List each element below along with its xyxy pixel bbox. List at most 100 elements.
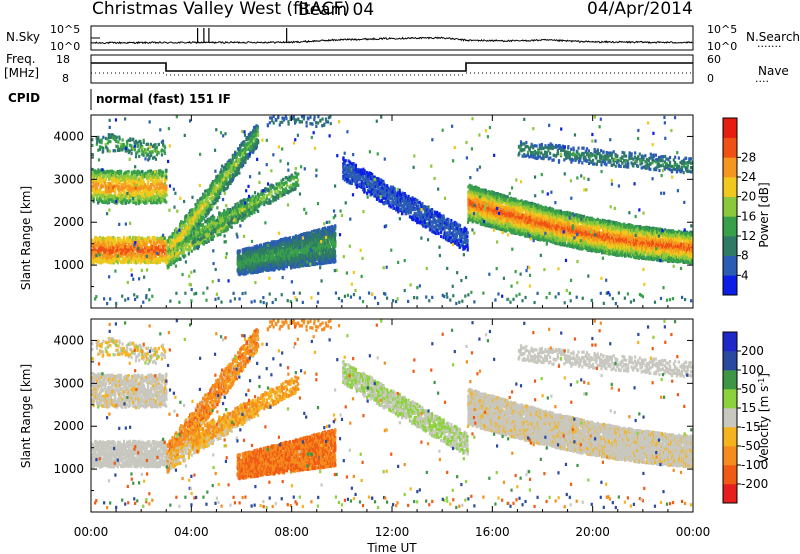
power-cell xyxy=(158,237,162,241)
power-cell xyxy=(256,132,260,136)
power-cell xyxy=(95,251,98,255)
power-cell xyxy=(106,242,109,246)
power-cell xyxy=(144,157,147,161)
power-cell xyxy=(195,204,198,208)
power-cell xyxy=(258,202,261,206)
power-cell xyxy=(134,139,138,143)
power-cell xyxy=(158,245,162,249)
power-cell xyxy=(101,193,105,197)
power-cell xyxy=(240,165,243,169)
power-cell xyxy=(256,139,259,143)
power-cell xyxy=(289,189,292,193)
power-cell xyxy=(133,176,136,180)
power-cell xyxy=(118,137,121,141)
power-cell xyxy=(106,257,109,261)
power-cell xyxy=(146,236,149,240)
power-cell xyxy=(122,248,125,252)
power-cell xyxy=(95,189,99,193)
power-cell xyxy=(141,172,144,176)
power-cell xyxy=(254,197,257,201)
power-cell xyxy=(202,211,206,215)
power-cell xyxy=(274,197,277,201)
power-cell xyxy=(110,194,113,198)
power-cell xyxy=(130,148,133,152)
power-cell xyxy=(251,262,254,266)
freq-label-1: Freq. xyxy=(6,52,36,66)
power-cell xyxy=(104,186,108,191)
power-cell xyxy=(160,186,163,190)
power-cell xyxy=(282,266,286,270)
power-cell xyxy=(113,188,117,192)
power-cell xyxy=(142,194,145,198)
power-cell xyxy=(118,258,121,263)
power-cell xyxy=(151,150,154,154)
power-cell xyxy=(128,247,131,251)
power-cell xyxy=(91,255,94,259)
power-cell xyxy=(97,237,100,241)
power-cell xyxy=(199,197,202,201)
power-cell xyxy=(155,145,159,150)
power-cell xyxy=(251,142,255,146)
power-cell xyxy=(126,187,129,191)
power-cell xyxy=(225,186,228,191)
power-cell xyxy=(216,174,220,178)
power-cell xyxy=(125,199,129,203)
power-cell xyxy=(271,265,274,270)
power-cell xyxy=(234,171,237,175)
power-cell xyxy=(265,194,269,198)
power-cell xyxy=(253,138,256,142)
power-cell xyxy=(231,155,235,159)
power-cell xyxy=(271,196,275,200)
power-cell xyxy=(285,259,288,263)
noise-search-dots: ....... xyxy=(757,37,781,50)
power-cell xyxy=(272,258,275,262)
power-cell xyxy=(114,192,117,196)
power-cell xyxy=(139,188,142,192)
power-cell xyxy=(209,237,212,241)
power-cell xyxy=(112,135,115,139)
power-cell xyxy=(131,183,134,187)
frequency-trace xyxy=(91,62,693,72)
power-cell xyxy=(115,255,118,259)
power-cell xyxy=(124,178,127,182)
power-cell xyxy=(122,177,126,182)
power-cell xyxy=(106,251,109,255)
power-cell xyxy=(97,241,100,245)
power-cell xyxy=(96,179,99,183)
power-cell xyxy=(122,238,125,242)
power-cell xyxy=(129,184,132,188)
power-cell xyxy=(264,242,267,246)
power-cell xyxy=(140,236,143,240)
power-cell xyxy=(230,167,233,171)
power-cell xyxy=(243,204,246,208)
power-cell xyxy=(205,214,208,218)
power-cell xyxy=(145,200,148,204)
power-cell xyxy=(160,254,163,258)
power-cell xyxy=(92,172,95,176)
power-cell xyxy=(200,237,203,241)
power-cell xyxy=(92,259,95,263)
power-cell xyxy=(92,192,95,196)
power-cell xyxy=(184,226,187,230)
power-cell xyxy=(122,253,125,257)
power-cell xyxy=(249,131,252,135)
power-cell xyxy=(192,230,195,234)
nave-tick-top: 60 xyxy=(707,53,721,66)
power-cell xyxy=(151,244,154,249)
power-cell xyxy=(152,196,156,200)
power-cell xyxy=(103,174,106,179)
power-cell xyxy=(196,211,199,215)
power-cell xyxy=(160,190,163,194)
power-cell xyxy=(99,179,102,183)
power-cell xyxy=(197,209,200,214)
power-cell xyxy=(197,233,201,237)
power-cell xyxy=(108,139,111,143)
power-cell xyxy=(130,146,133,150)
power-cell xyxy=(294,182,297,187)
power-cell xyxy=(110,173,114,177)
power-cell xyxy=(99,248,102,252)
power-cell xyxy=(224,180,227,184)
power-cell xyxy=(200,232,203,236)
power-cell xyxy=(145,142,148,147)
power-cell xyxy=(180,244,183,248)
